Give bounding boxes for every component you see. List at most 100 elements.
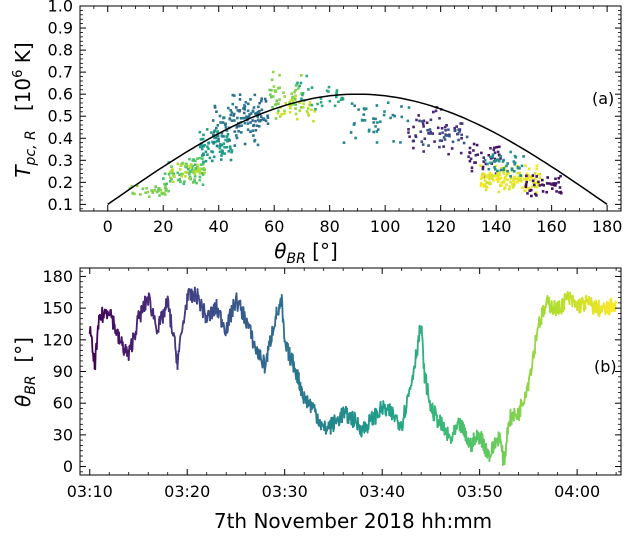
line-segment xyxy=(531,356,534,367)
scatter-point xyxy=(408,135,411,138)
line-segment xyxy=(550,300,554,313)
scatter-point xyxy=(511,186,515,189)
scatter-point xyxy=(194,166,197,170)
scatter-point xyxy=(367,130,371,133)
scatter-point xyxy=(225,145,229,149)
scatter-point xyxy=(214,140,217,144)
scatter-point xyxy=(493,166,496,169)
line-segment xyxy=(193,286,197,295)
scatter-point xyxy=(372,121,376,124)
scatter-point xyxy=(546,176,549,179)
scatter-point xyxy=(526,176,530,180)
scatter-point xyxy=(221,121,225,124)
scatter-point xyxy=(202,160,205,164)
scatter-point xyxy=(266,116,270,119)
scatter-point xyxy=(532,182,535,185)
line-segment xyxy=(392,409,395,417)
line-segment xyxy=(235,292,238,304)
scatter-point xyxy=(305,74,309,78)
scatter-point xyxy=(308,103,311,107)
scatter-point xyxy=(497,159,501,163)
scatter-point xyxy=(247,115,251,119)
scatter-point xyxy=(181,172,185,176)
scatter-point xyxy=(428,128,432,131)
line-segment xyxy=(91,336,94,353)
scatter-point xyxy=(327,85,331,89)
scatter-point xyxy=(509,150,512,154)
scatter-point xyxy=(176,171,179,175)
scatter-point xyxy=(415,118,418,122)
scatter-point xyxy=(202,166,205,170)
scatter-point xyxy=(150,189,153,192)
scatter-point xyxy=(545,182,549,185)
scatter-point xyxy=(501,160,505,163)
scatter-point xyxy=(444,129,447,132)
scatter-point xyxy=(438,145,441,149)
scatter-point xyxy=(202,144,205,148)
scatter-point xyxy=(271,70,275,74)
scatter-point xyxy=(526,192,529,195)
line-segment xyxy=(149,300,152,312)
scatter-point xyxy=(243,105,247,108)
scatter-point xyxy=(213,104,217,108)
scatter-point xyxy=(310,108,313,112)
line-segment xyxy=(301,388,304,399)
line-segment xyxy=(338,415,341,426)
scatter-point xyxy=(502,168,505,172)
x-tick-label: 160 xyxy=(536,217,567,236)
scatter-point xyxy=(524,185,528,188)
scatter-point xyxy=(438,139,442,142)
scatter-point xyxy=(274,117,278,120)
scatter-point xyxy=(252,134,255,137)
scatter-point xyxy=(400,105,403,108)
scatter-point xyxy=(534,181,537,185)
scatter-point xyxy=(207,147,210,151)
scatter-point xyxy=(212,141,215,145)
y-tick-label: 0.3 xyxy=(48,151,73,170)
scatter-point xyxy=(198,156,202,160)
scatter-point xyxy=(500,167,503,170)
scatter-point xyxy=(512,177,516,181)
scatter-point xyxy=(211,133,215,137)
scatter-point xyxy=(206,145,209,148)
scatter-point xyxy=(349,131,353,134)
scatter-point xyxy=(479,181,483,185)
scatter-point xyxy=(411,139,415,143)
scatter-point xyxy=(353,104,356,108)
scatter-point xyxy=(165,187,168,191)
scatter-point xyxy=(155,190,159,194)
scatter-point xyxy=(263,97,267,101)
scatter-point xyxy=(231,93,235,97)
scatter-point xyxy=(169,180,172,183)
scatter-point xyxy=(151,191,154,194)
scatter-point xyxy=(251,109,255,113)
scatter-point xyxy=(224,122,227,126)
scatter-point xyxy=(509,180,512,184)
scatter-point xyxy=(429,118,433,122)
scatter-point xyxy=(201,137,205,141)
scatter-point xyxy=(500,181,503,185)
scatter-point xyxy=(528,189,532,192)
scatter-point xyxy=(284,102,287,105)
scatter-point xyxy=(264,119,268,123)
scatter-point xyxy=(505,183,508,186)
scatter-point xyxy=(282,91,285,94)
scatter-point xyxy=(485,185,488,189)
scatter-point xyxy=(419,130,423,133)
scatter-point xyxy=(191,181,195,184)
scatter-point xyxy=(487,167,491,171)
scatter-point xyxy=(223,146,226,149)
scatter-point xyxy=(548,182,551,185)
scatter-point xyxy=(350,102,354,105)
x-tick-label: 40 xyxy=(209,217,229,236)
scatter-point xyxy=(188,157,191,161)
scatter-point xyxy=(199,144,203,147)
scatter-points xyxy=(128,70,563,198)
scatter-point xyxy=(252,123,256,127)
scatter-point xyxy=(277,87,280,90)
scatter-point xyxy=(252,106,256,109)
line-segment xyxy=(407,388,411,397)
scatter-point xyxy=(228,139,231,142)
scatter-point xyxy=(272,95,275,98)
scatter-point xyxy=(228,118,232,121)
